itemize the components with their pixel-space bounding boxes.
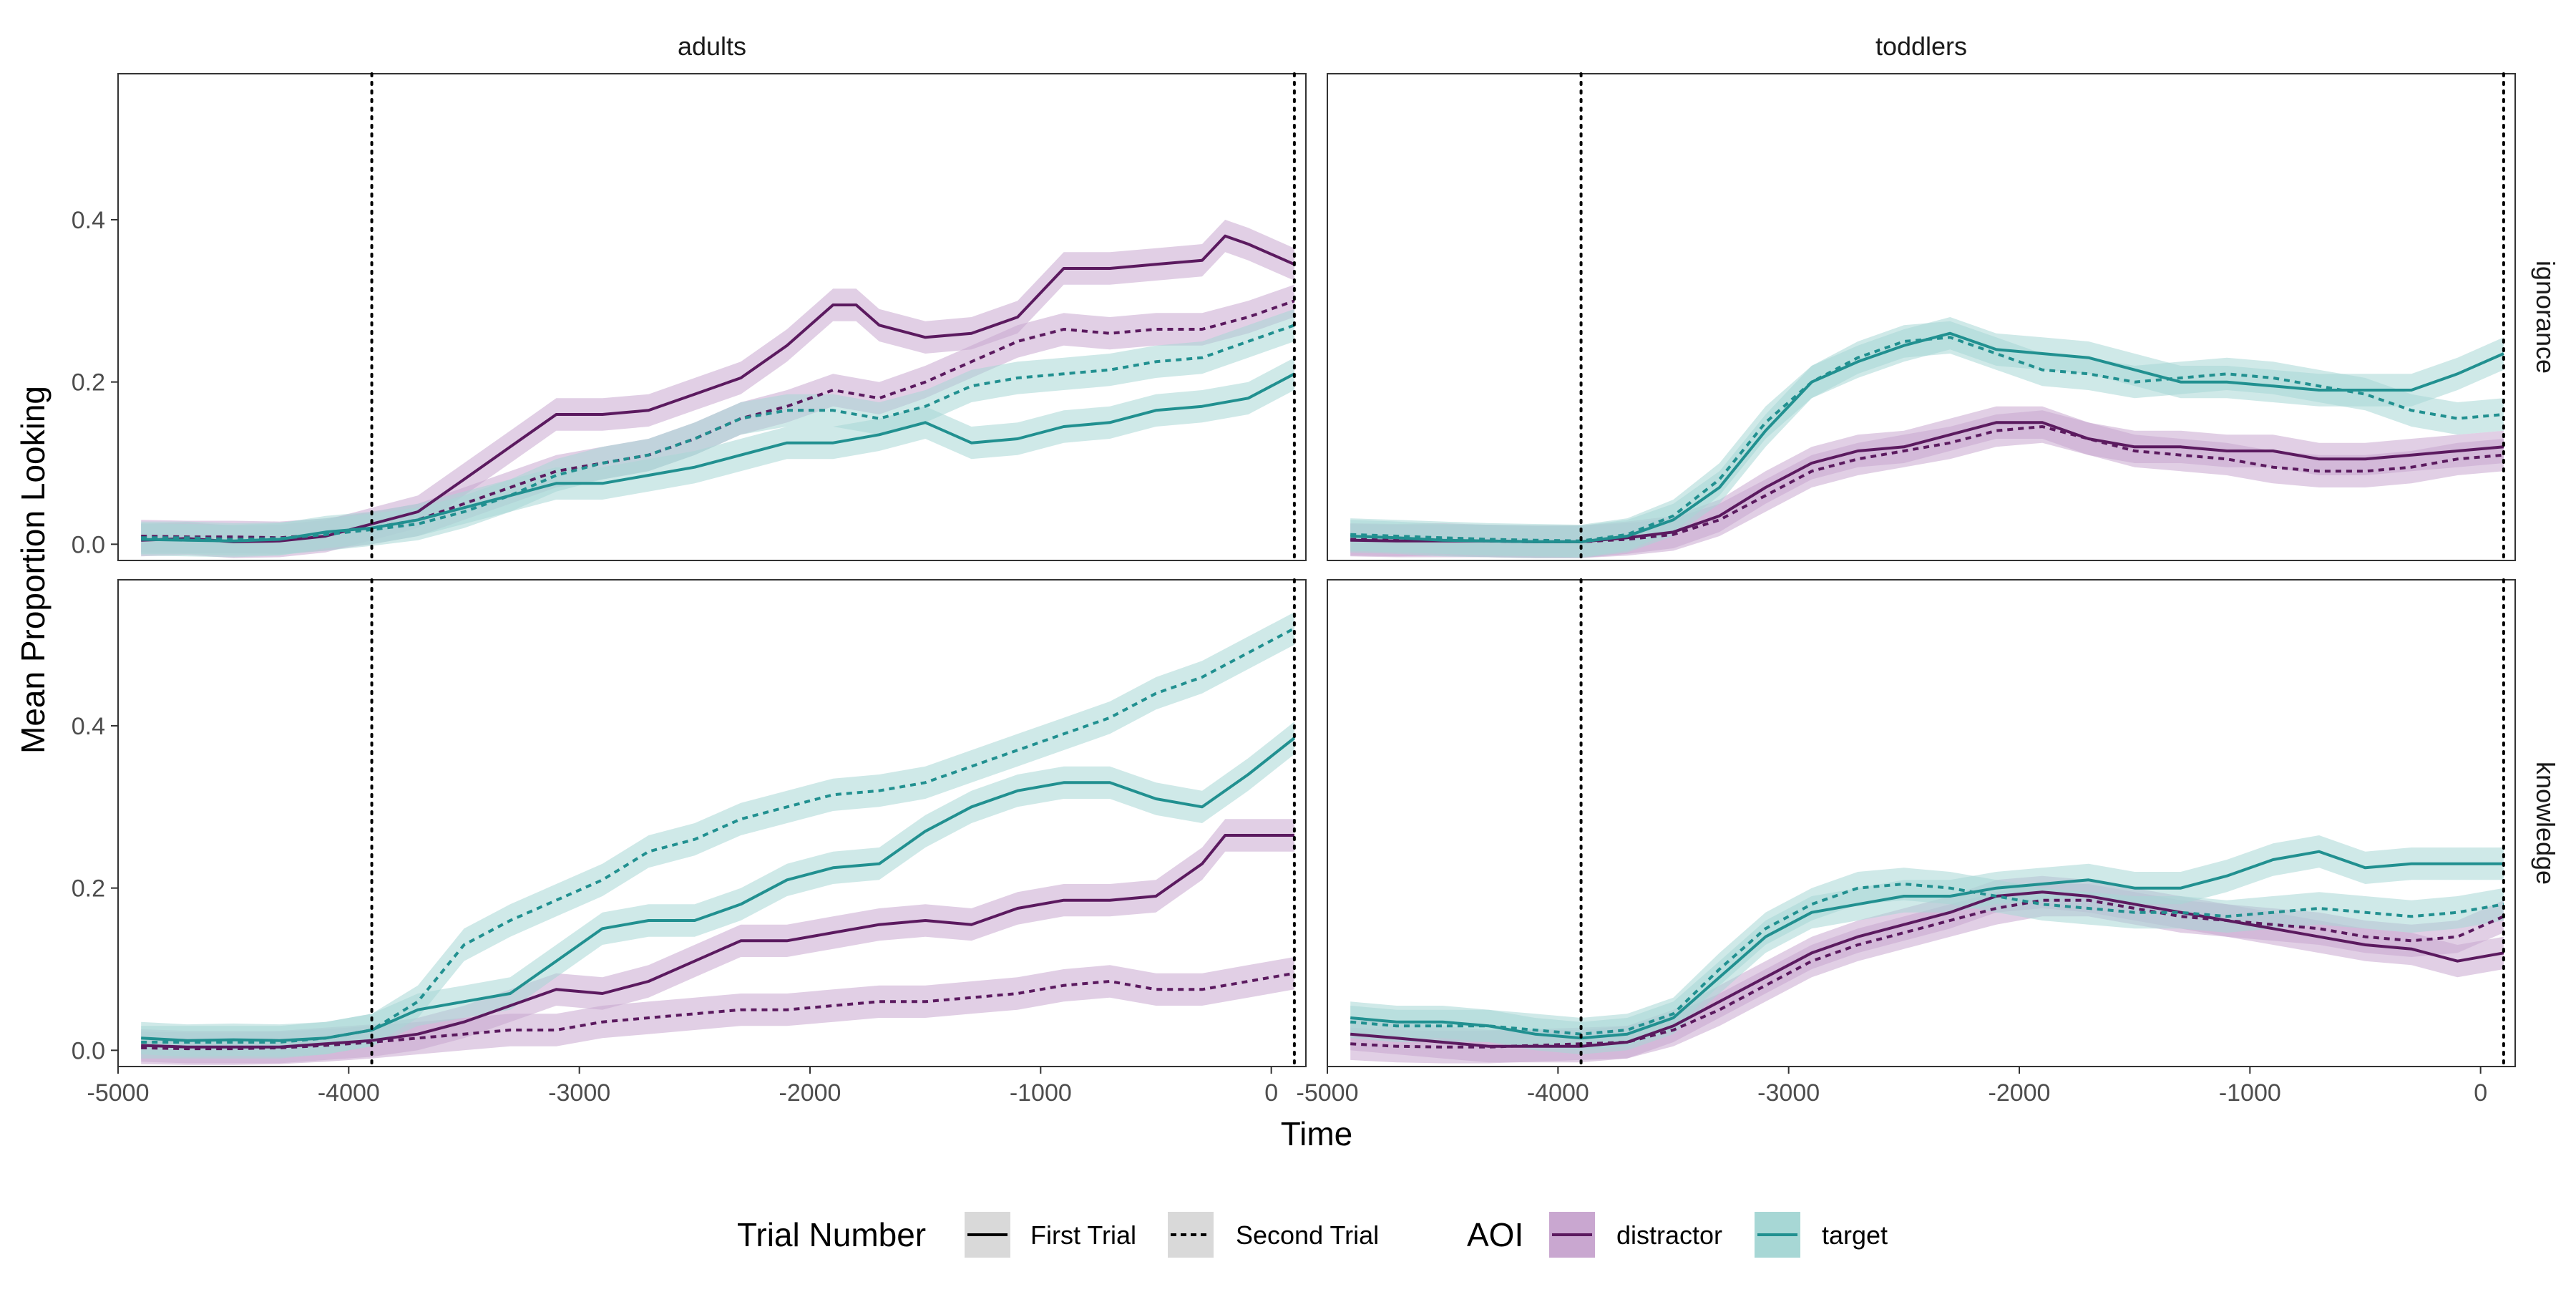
- legend-label-second-trial: Second Trial: [1236, 1220, 1379, 1250]
- x-tick-label: -5000: [87, 1079, 150, 1107]
- legend-title-trial-number: Trial Number: [737, 1216, 926, 1253]
- panel-toddlers-ignorance: [1327, 72, 2516, 562]
- series-line-target-second: [141, 324, 1295, 541]
- ribbon-target-first: [1350, 835, 2504, 1054]
- y-tick-label: 0.0: [72, 531, 105, 558]
- x-tick-label: -1000: [1010, 1079, 1072, 1107]
- x-tick-label: 0: [1264, 1079, 1278, 1107]
- series-line-target-second: [141, 627, 1295, 1044]
- ribbon-distractor-first: [141, 819, 1294, 1064]
- legend-title-aoi: AOI: [1467, 1216, 1523, 1253]
- y-tick-label: 0.4: [72, 713, 105, 740]
- ribbon-target-second: [1350, 868, 2504, 1051]
- facet-row-label-knowledge: knowledge: [2531, 762, 2560, 885]
- x-tick-label: -5000: [1297, 1079, 1359, 1107]
- facet-col-label-toddlers: toddlers: [1875, 31, 1967, 61]
- x-tick-label: -2000: [779, 1079, 841, 1107]
- panel-adults-ignorance: 0.0 0.2 0.4: [72, 72, 1307, 562]
- series-line-distractor-first: [141, 834, 1294, 1049]
- ribbon-target-second: [141, 612, 1294, 1059]
- ribbon-target-first: [141, 722, 1294, 1057]
- panel-border: [1327, 579, 2516, 1067]
- x-tick-label: -2000: [1989, 1079, 2051, 1107]
- panel-toddlers-knowledge: -5000 -4000 -3000 -2000 -1000 0: [1297, 578, 2516, 1107]
- x-tick-label: -4000: [318, 1079, 380, 1107]
- series-line-target-first: [141, 372, 1295, 543]
- series-line-distractor-first: [1350, 890, 2504, 1048]
- ribbon-target-second: [141, 309, 1294, 556]
- y-tick-label: 0.2: [72, 369, 105, 397]
- ribbon-distractor-second: [1350, 410, 2504, 558]
- x-axis-title: Time: [1281, 1115, 1353, 1152]
- x-tick-label: -3000: [548, 1079, 610, 1107]
- y-tick-label: 0.4: [72, 207, 105, 234]
- series-line-distractor-second: [1350, 425, 2504, 543]
- series-line-target-second: [1350, 336, 2504, 543]
- legend-label-distractor: distractor: [1616, 1220, 1722, 1250]
- series-line-target-first: [1350, 850, 2504, 1040]
- ribbon-distractor-second: [141, 957, 1294, 1065]
- panel-adults-knowledge: 0.0 0.2 0.4 -5000 -4000 -3000 -2000 -1000 0: [72, 578, 1307, 1107]
- x-tick-label: -4000: [1527, 1079, 1589, 1107]
- series-line-target-second: [1350, 883, 2504, 1036]
- x-tick-label: -1000: [2219, 1079, 2281, 1107]
- ribbon-target-second: [1350, 321, 2504, 558]
- legend: Trial Number First Trial Second Trial AOI di…: [737, 1212, 1888, 1258]
- x-tick-label: -3000: [1757, 1079, 1820, 1107]
- legend-label-first-trial: First Trial: [1030, 1220, 1136, 1250]
- facet-col-label-adults: adults: [678, 31, 746, 61]
- ribbon-distractor-first: [141, 220, 1294, 558]
- y-axis-title: Mean Proportion Looking: [14, 386, 52, 754]
- legend-label-target: target: [1822, 1220, 1888, 1250]
- y-tick-label: 0.0: [72, 1037, 105, 1064]
- y-tick-label: 0.2: [72, 875, 105, 903]
- series-line-distractor-second: [1350, 898, 2504, 1049]
- facet-row-label-ignorance: ignorance: [2531, 261, 2560, 374]
- x-tick-label: 0: [2474, 1079, 2487, 1107]
- series-line-target-first: [141, 737, 1296, 1042]
